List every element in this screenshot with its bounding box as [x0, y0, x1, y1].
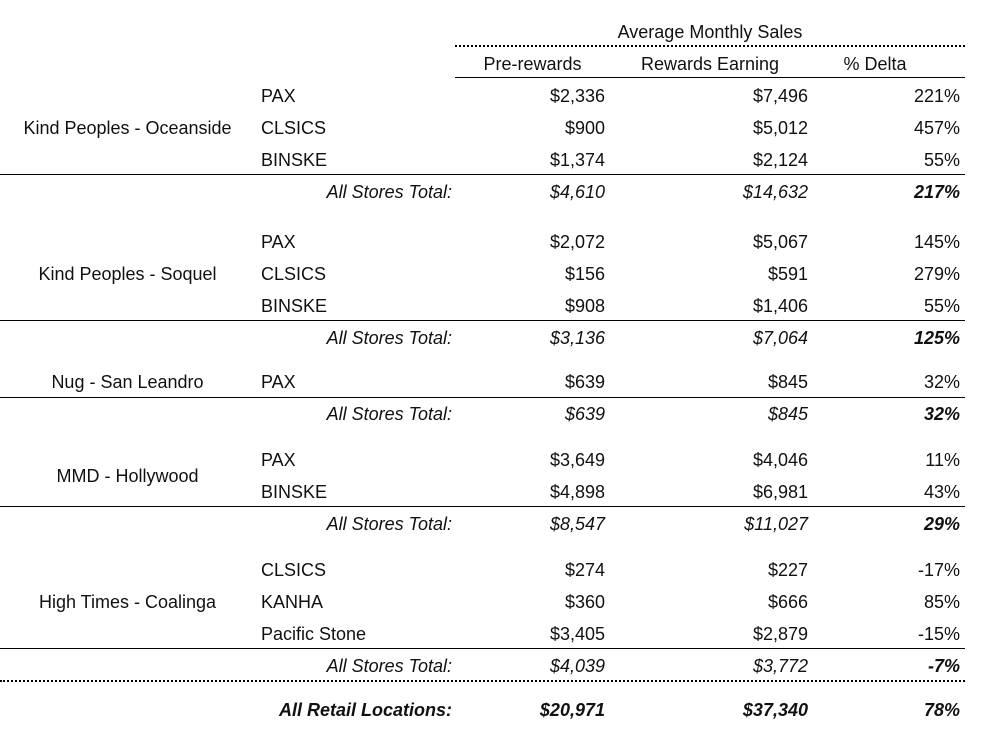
- col-header-rewards-earning: Rewards Earning: [640, 54, 780, 74]
- store-total-rewards-earning: $845: [767, 404, 808, 424]
- store-total-label: All Stores Total:: [326, 182, 452, 202]
- delta-cell: 145%: [913, 232, 960, 252]
- pre-rewards-cell: $156: [564, 264, 605, 284]
- brand-cell: CLSICS: [261, 118, 327, 138]
- store-total-delta: 32%: [923, 404, 960, 424]
- pre-rewards-cell: $3,649: [549, 450, 605, 470]
- group-header: Average Monthly Sales: [617, 22, 803, 42]
- store-divider: [0, 174, 965, 175]
- header-underline: [455, 77, 965, 78]
- delta-cell: 457%: [913, 118, 960, 138]
- store-total-label: All Stores Total:: [326, 514, 452, 534]
- rewards-earning-cell: $227: [767, 560, 808, 580]
- grand-total-rewards-earning: $37,340: [742, 700, 808, 720]
- store-name: High Times - Coalinga: [38, 592, 217, 612]
- delta-cell: 11%: [925, 450, 960, 470]
- store-total-rewards-earning: $7,064: [752, 328, 808, 348]
- store-total-delta: -7%: [927, 656, 960, 676]
- grand-total-pre-rewards: $20,971: [539, 700, 605, 720]
- store-total-delta: 125%: [913, 328, 960, 348]
- store-total-label: All Stores Total:: [326, 328, 452, 348]
- rewards-earning-cell: $7,496: [752, 86, 808, 106]
- store-name: Kind Peoples - Soquel: [38, 264, 217, 284]
- pre-rewards-cell: $1,374: [549, 150, 605, 170]
- pre-rewards-cell: $908: [564, 296, 605, 316]
- pre-rewards-cell: $2,336: [549, 86, 605, 106]
- store-divider: [0, 320, 965, 321]
- col-header-delta: % Delta: [843, 54, 907, 74]
- pre-rewards-cell: $2,072: [549, 232, 605, 252]
- delta-cell: 279%: [913, 264, 960, 284]
- pre-rewards-cell: $360: [564, 592, 605, 612]
- rewards-earning-cell: $5,067: [752, 232, 808, 252]
- delta-cell: 32%: [923, 372, 960, 392]
- store-total-pre-rewards: $8,547: [549, 514, 605, 534]
- store-total-label: All Stores Total:: [326, 404, 452, 424]
- brand-cell: Pacific Stone: [261, 624, 367, 644]
- rewards-earning-cell: $1,406: [752, 296, 808, 316]
- delta-cell: 55%: [923, 296, 960, 316]
- brand-cell: KANHA: [261, 592, 324, 612]
- store-total-rewards-earning: $11,027: [744, 514, 808, 534]
- store-name: Nug - San Leandro: [51, 372, 204, 392]
- store-total-pre-rewards: $639: [564, 404, 605, 424]
- store-divider: [0, 648, 965, 649]
- rewards-earning-cell: $4,046: [752, 450, 808, 470]
- store-divider: [0, 506, 965, 507]
- store-total-pre-rewards: $4,039: [549, 656, 605, 676]
- rewards-earning-cell: $591: [767, 264, 808, 284]
- pre-rewards-cell: $4,898: [549, 482, 605, 502]
- brand-cell: CLSICS: [261, 560, 327, 580]
- brand-cell: PAX: [261, 86, 296, 106]
- brand-cell: BINSKE: [261, 150, 328, 170]
- brand-cell: CLSICS: [261, 264, 327, 284]
- rewards-earning-cell: $6,981: [752, 482, 808, 502]
- delta-cell: 55%: [923, 150, 960, 170]
- pre-rewards-cell: $639: [564, 372, 605, 392]
- grand-total-delta: 78%: [923, 700, 960, 720]
- store-total-rewards-earning: $3,772: [752, 656, 808, 676]
- rewards-earning-cell: $666: [767, 592, 808, 612]
- pre-rewards-cell: $274: [564, 560, 605, 580]
- pre-rewards-cell: $900: [564, 118, 605, 138]
- col-header-pre-rewards: Pre-rewards: [483, 54, 582, 74]
- store-total-pre-rewards: $4,610: [549, 182, 605, 202]
- rewards-earning-cell: $5,012: [752, 118, 808, 138]
- delta-cell: 221%: [913, 86, 960, 106]
- store-total-delta: 29%: [923, 514, 960, 534]
- delta-cell: -17%: [917, 560, 960, 580]
- rewards-earning-cell: $845: [767, 372, 808, 392]
- store-total-rewards-earning: $14,632: [742, 182, 808, 202]
- brand-cell: PAX: [261, 232, 296, 252]
- brand-cell: BINSKE: [261, 482, 328, 502]
- rewards-earning-cell: $2,124: [752, 150, 808, 170]
- pre-rewards-cell: $3,405: [549, 624, 605, 644]
- brand-cell: PAX: [261, 372, 296, 392]
- store-total-label: All Stores Total:: [326, 656, 452, 676]
- delta-cell: -15%: [917, 624, 960, 644]
- store-total-pre-rewards: $3,136: [549, 328, 605, 348]
- header-dotted-divider: [455, 45, 965, 47]
- brand-cell: BINSKE: [261, 296, 328, 316]
- grand-total-label: All Retail Locations:: [278, 700, 452, 720]
- store-name: MMD - Hollywood: [56, 466, 199, 486]
- rewards-earning-cell: $2,879: [752, 624, 808, 644]
- store-name: Kind Peoples - Oceanside: [23, 118, 232, 138]
- brand-cell: PAX: [261, 450, 296, 470]
- store-total-delta: 217%: [913, 182, 960, 202]
- delta-cell: 85%: [923, 592, 960, 612]
- store-divider: [0, 397, 965, 398]
- grand-total-dotted-divider: [0, 680, 965, 682]
- delta-cell: 43%: [923, 482, 960, 502]
